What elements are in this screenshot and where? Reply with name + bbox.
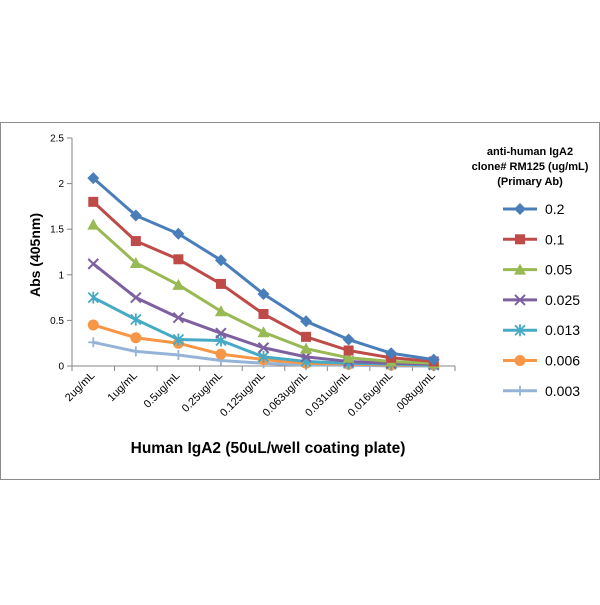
data-point	[427, 353, 440, 366]
legend-item-0.05: 0.05	[503, 262, 572, 278]
data-point	[215, 327, 227, 339]
data-point	[258, 309, 269, 320]
data-point	[130, 346, 141, 357]
legend-item-0.006: 0.006	[503, 353, 580, 369]
legend-title-line: clone# RM125 (ug/mL)	[472, 161, 589, 173]
legend-label: 0.05	[545, 262, 572, 278]
data-point	[88, 196, 99, 207]
legend-label: 0.003	[545, 383, 580, 399]
data-point	[342, 351, 355, 363]
data-point	[301, 331, 312, 342]
data-point	[385, 347, 398, 360]
data-point	[87, 218, 100, 230]
legend-label: 0.013	[545, 322, 580, 338]
data-point	[215, 348, 227, 360]
y-tick-label: 2	[58, 179, 64, 190]
legend-item-0.013: 0.013	[503, 322, 580, 338]
data-point	[514, 294, 526, 306]
data-point	[214, 254, 227, 267]
data-point	[172, 278, 185, 290]
y-tick-label: 2.5	[50, 134, 64, 145]
data-point	[514, 324, 526, 337]
legend-item-0.1: 0.1	[503, 231, 565, 247]
data-point	[172, 227, 185, 240]
data-point	[129, 209, 142, 222]
data-point	[173, 254, 184, 265]
data-point	[514, 263, 526, 275]
data-point	[87, 258, 99, 270]
data-point	[300, 315, 313, 328]
y-tick-label: 1.5	[50, 225, 64, 236]
data-point	[300, 342, 313, 354]
data-point	[257, 342, 270, 354]
data-point	[514, 355, 526, 366]
data-point	[130, 313, 142, 326]
data-point	[87, 291, 99, 304]
series-layer	[87, 172, 440, 372]
y-axis-label: Abs (405nm)	[27, 213, 43, 297]
data-point	[130, 236, 141, 247]
data-point	[173, 350, 184, 361]
data-point	[87, 172, 100, 185]
legend-item-0.2: 0.2	[503, 201, 565, 217]
data-point	[87, 319, 99, 331]
legend-label: 0.006	[545, 353, 580, 369]
data-point	[88, 337, 99, 348]
data-point	[172, 333, 185, 346]
data-point	[257, 287, 270, 300]
data-point	[257, 350, 270, 363]
data-point	[514, 203, 526, 215]
legend-item-0.003: 0.003	[503, 383, 580, 399]
data-point	[215, 278, 226, 289]
data-point	[130, 291, 142, 304]
data-point	[129, 256, 142, 268]
data-point	[214, 305, 227, 317]
y-tick-label: 1	[58, 270, 64, 281]
x-axis-label: Human IgA2 (50uL/well coating plate)	[131, 440, 406, 457]
data-point	[257, 326, 270, 338]
legend-title-line: anti-human IgA2	[487, 146, 573, 158]
data-point	[130, 332, 142, 344]
series-0.2	[87, 172, 440, 366]
data-point	[343, 345, 354, 356]
legend-title-line: (Primary Ab)	[497, 176, 563, 188]
y-tick-label: 0.5	[50, 316, 64, 327]
legend-item-0.025: 0.025	[503, 292, 580, 308]
legend-label: 0.025	[545, 292, 580, 308]
legend: anti-human IgA2 clone# RM125 (ug/mL) (Prim…	[472, 146, 589, 399]
legend-label: 0.2	[545, 201, 565, 217]
data-point	[515, 234, 525, 245]
data-point	[342, 333, 355, 346]
data-point	[515, 385, 525, 396]
y-tick-label: 0	[58, 362, 64, 373]
data-point	[172, 311, 185, 324]
legend-label: 0.1	[545, 231, 565, 247]
